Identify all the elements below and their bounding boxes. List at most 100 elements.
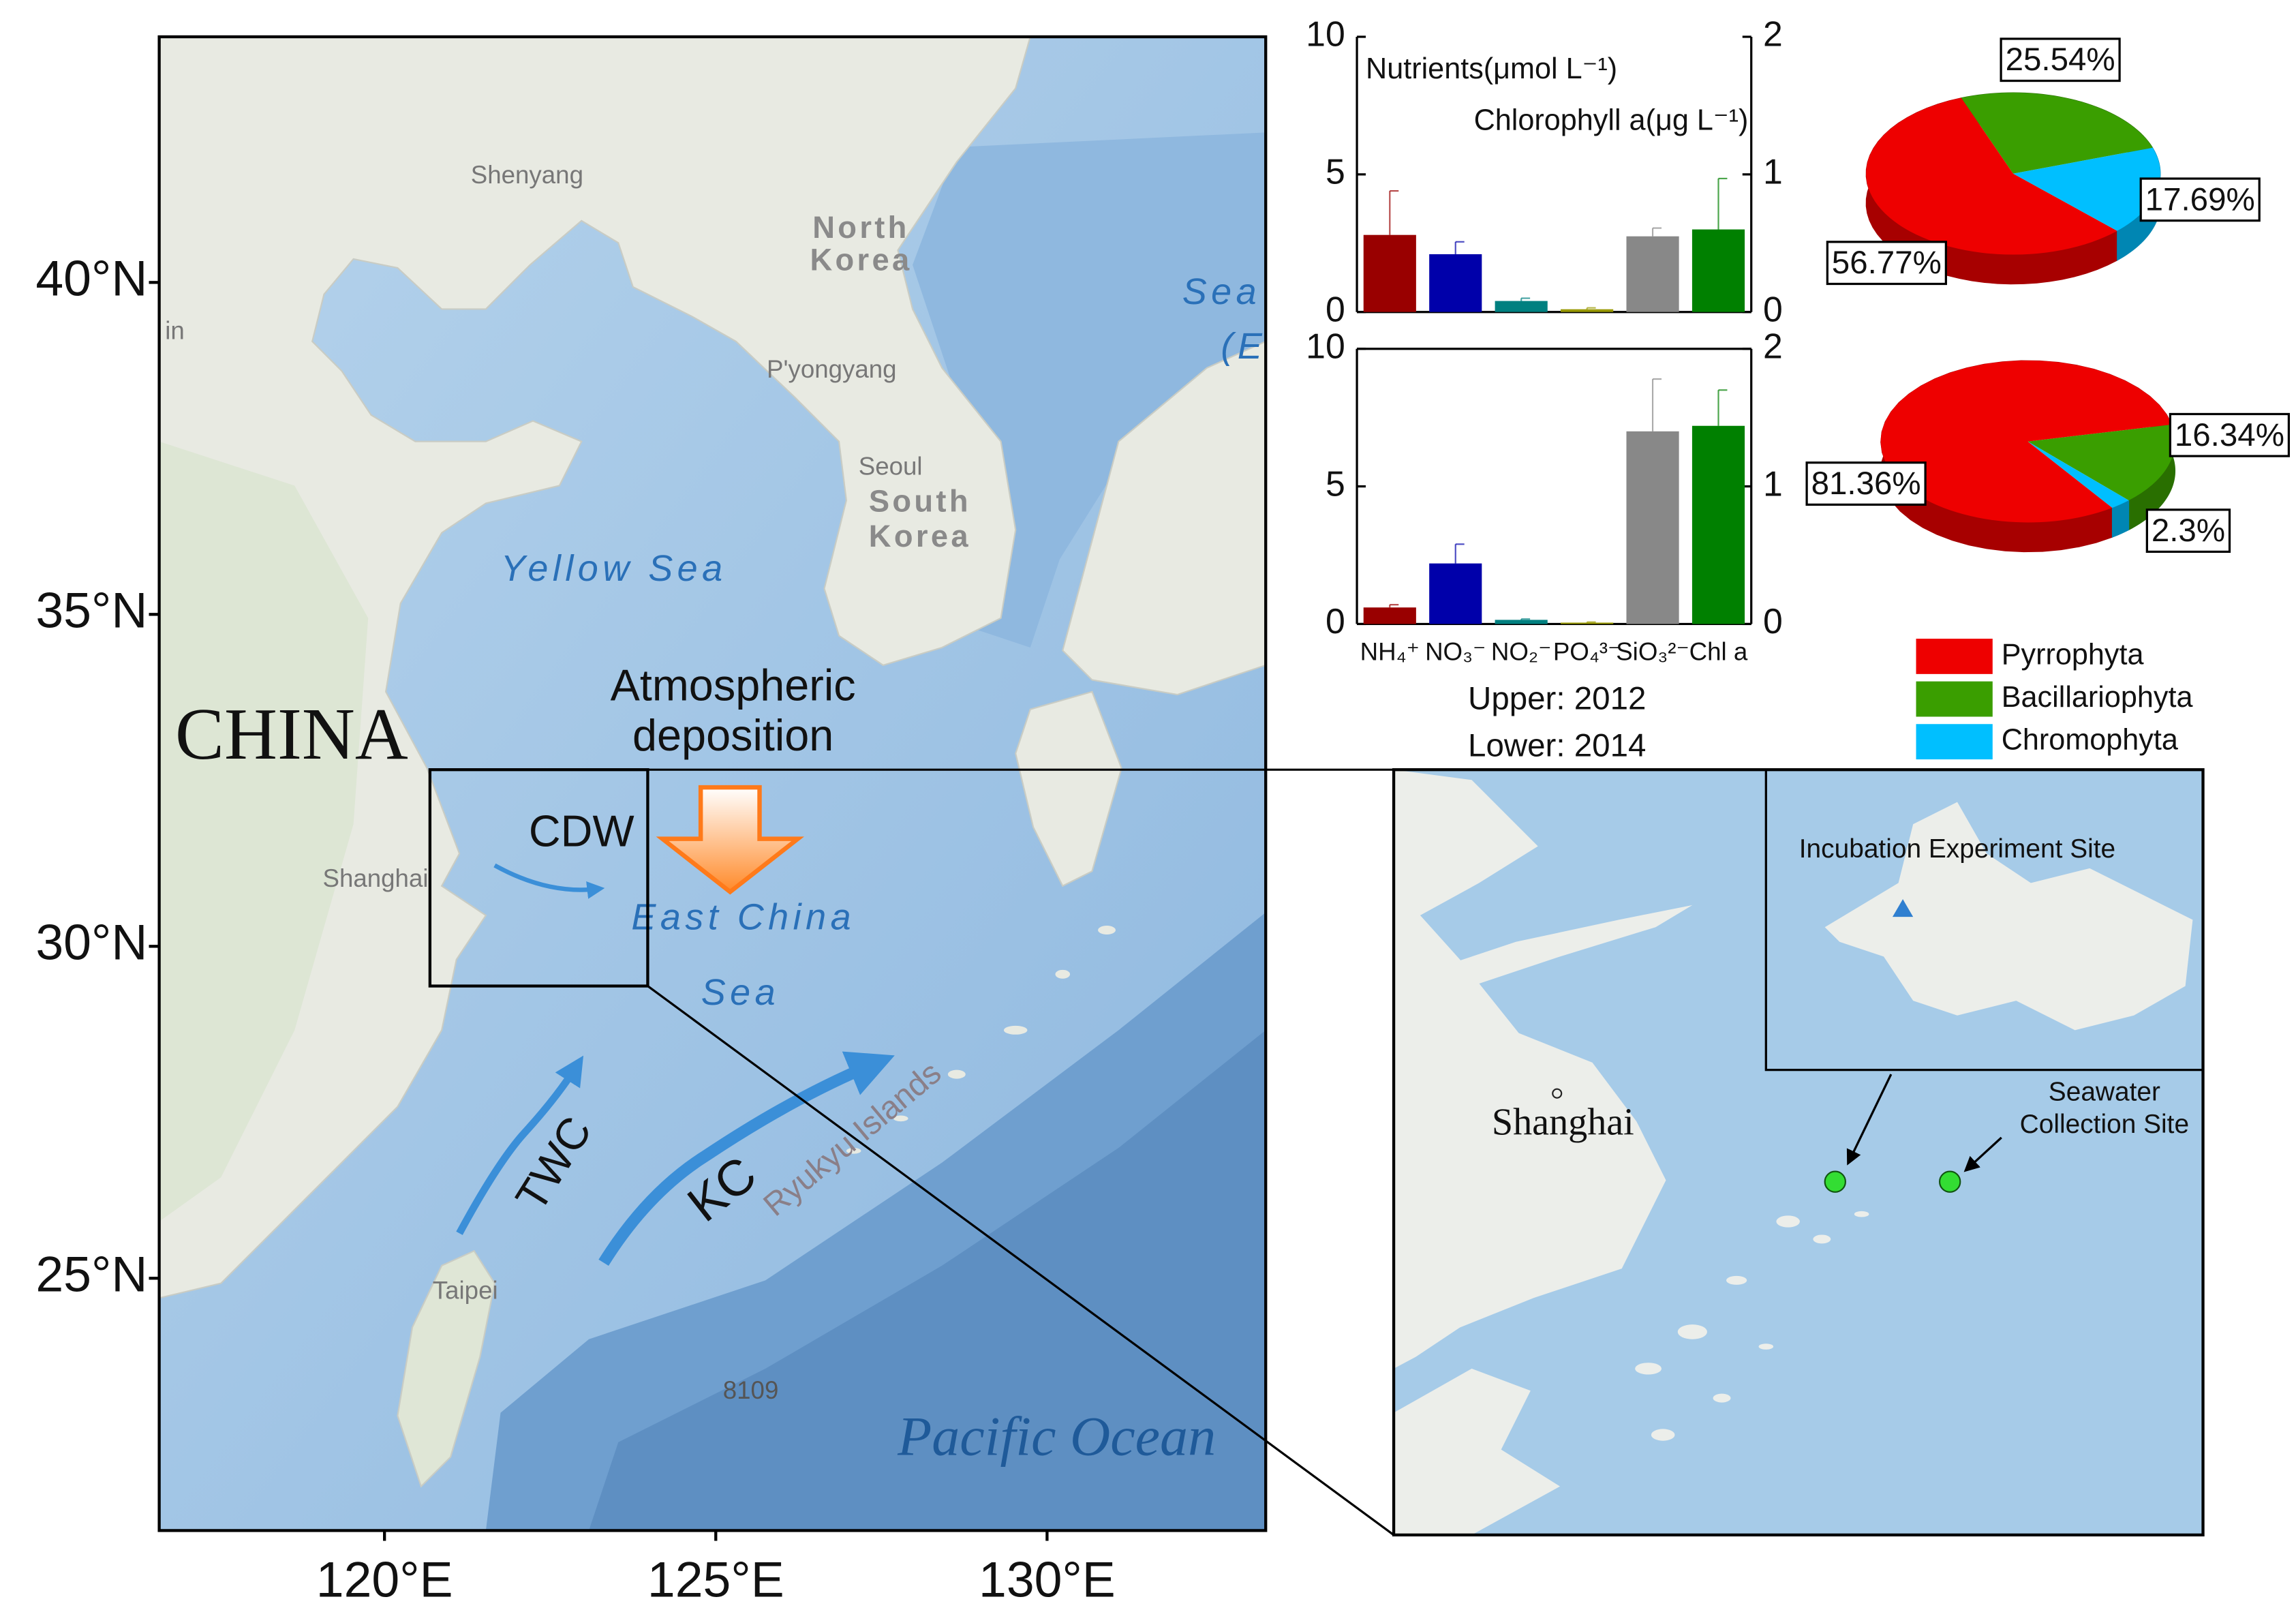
y-tick-label: 10 — [1306, 14, 1345, 54]
y2-tick-label: 2 — [1763, 14, 1783, 54]
bar — [1626, 236, 1679, 312]
annotation: Atmospheric — [611, 660, 856, 710]
x-tick-label: NO₃⁻ — [1425, 637, 1486, 665]
y-tick-label: 5 — [1326, 464, 1345, 503]
value-label-box — [2139, 177, 2261, 222]
bar — [1692, 425, 1745, 624]
place-label: Shanghai — [1492, 1102, 1634, 1144]
pie-slice — [1866, 97, 2117, 255]
place-label: Pacific Ocean — [897, 1406, 1216, 1468]
place-label: Seoul — [859, 452, 923, 480]
place-label: in — [165, 317, 185, 345]
y-tick-label: 10 — [1306, 326, 1345, 365]
x-tick-label: Chl a — [1689, 637, 1748, 665]
place-label: East China — [631, 897, 855, 938]
y2-axis-label: Chlorophyll a(μg L⁻¹) — [1474, 104, 1749, 137]
place-label: Korea — [869, 519, 971, 553]
bar — [1429, 563, 1482, 624]
place-label: (E — [1221, 326, 1266, 367]
bar — [1495, 301, 1548, 312]
map-frame — [157, 35, 1268, 1532]
value-label: 2.3% — [2152, 513, 2225, 549]
x-tick-label: SiO₃²⁻ — [1616, 637, 1689, 665]
x-tick-label: PO₄³⁻ — [1553, 637, 1621, 665]
legend-label: Chromophyta — [2002, 724, 2179, 757]
place-label: 8109 — [723, 1376, 779, 1404]
place-label: Korea — [810, 242, 912, 277]
y2-tick-label: 2 — [1763, 326, 1783, 365]
place-label: South — [869, 483, 971, 518]
site-label: Incubation Experiment Site — [1799, 834, 2115, 864]
bar — [1626, 431, 1679, 624]
current-arrow — [456, 1055, 584, 1235]
y2-tick-label: 1 — [1763, 464, 1783, 503]
pie-slice — [2027, 441, 2129, 508]
y-tick-label: 0 — [1326, 601, 1345, 641]
y-tick-label: 5 — [1326, 152, 1345, 192]
value-label: 81.36% — [1811, 466, 1921, 502]
legend-swatch — [1916, 639, 1993, 674]
bar — [1429, 254, 1482, 312]
x-tick-label: 120°E — [316, 1552, 453, 1608]
pie-slice — [1961, 93, 2153, 174]
note: Upper: 2012 — [1468, 680, 1646, 716]
y-tick-label: 0 — [1326, 289, 1345, 329]
y-tick-label: 35°N — [35, 583, 147, 639]
inset-frame — [1392, 768, 2205, 1537]
y-tick-label: 25°N — [35, 1247, 147, 1303]
study-area-box — [428, 768, 649, 988]
value-label: 56.77% — [1832, 245, 1942, 281]
y-tick-label: 30°N — [35, 915, 147, 971]
bar — [1495, 620, 1548, 624]
y2-tick-label: 1 — [1763, 152, 1783, 192]
bar — [1363, 234, 1416, 312]
bar — [1692, 229, 1745, 312]
note: Lower: 2014 — [1468, 727, 1646, 763]
x-tick-label: NO₂⁻ — [1491, 637, 1552, 665]
place-label: Taipei — [433, 1276, 498, 1304]
value-label-box — [1805, 461, 1927, 506]
place-label: Shenyang — [471, 161, 583, 189]
pie-slice — [2027, 424, 2175, 501]
bar — [1363, 607, 1416, 624]
y-axis-label: Nutrients(μmol L⁻¹) — [1366, 52, 1617, 85]
place-label: North — [812, 210, 909, 245]
legend-swatch — [1916, 724, 1993, 760]
value-label-box — [2000, 37, 2121, 82]
value-label-box — [2145, 508, 2231, 553]
place-label: Sea — [1182, 271, 1261, 312]
deposition-arrow — [656, 785, 805, 895]
current-arrow — [493, 863, 605, 899]
legend-swatch — [1916, 681, 1993, 717]
pie-slice-side — [2111, 500, 2130, 538]
bar — [1561, 622, 1614, 624]
x-tick-label: NH₄⁺ — [1360, 637, 1420, 665]
place-label: Shanghai — [322, 864, 428, 892]
bar — [1561, 309, 1614, 312]
place-label: Sea — [701, 972, 780, 1013]
inset-map — [1394, 770, 2203, 1535]
legend-label: Bacillariophyta — [2002, 681, 2194, 714]
site-label: Collection Site — [2020, 1110, 2189, 1139]
annotation: CDW — [529, 806, 634, 855]
connector — [647, 985, 1395, 1536]
x-tick-label: 125°E — [647, 1552, 784, 1608]
current-arrow — [598, 1051, 895, 1266]
x-tick-label: 130°E — [979, 1552, 1116, 1608]
y2-tick-label: 0 — [1763, 601, 1783, 641]
annotation: deposition — [632, 710, 833, 760]
value-label: 25.54% — [2006, 42, 2115, 78]
value-label-box — [1826, 241, 1947, 286]
value-label-box — [2169, 412, 2291, 457]
value-label: 16.34% — [2175, 417, 2284, 453]
place-label: CHINA — [175, 694, 408, 775]
pie-slice — [1880, 360, 2172, 523]
map-axes: 120°E 125°E 130°E 25°N 30°N 35°N 40°N — [35, 251, 1115, 1608]
map-background — [159, 36, 1266, 1531]
place-label: P'yongyang — [767, 355, 897, 383]
pie-slice — [2013, 147, 2160, 231]
y-tick-label: 40°N — [35, 251, 147, 307]
site-label: Seawater — [2049, 1077, 2160, 1106]
